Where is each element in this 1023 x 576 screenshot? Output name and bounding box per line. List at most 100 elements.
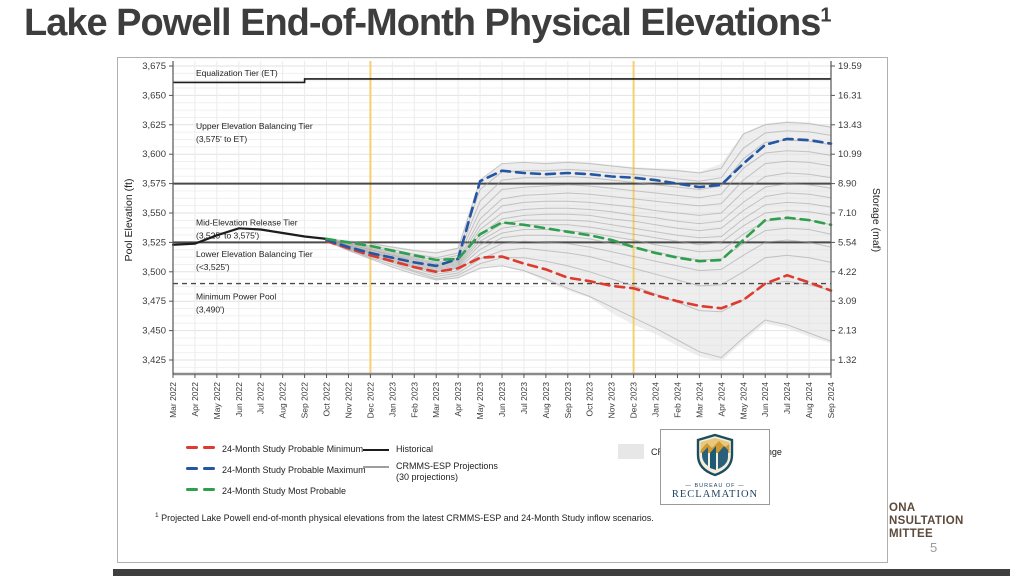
svg-text:3,500: 3,500 <box>142 267 166 278</box>
svg-text:May 2024: May 2024 <box>738 382 748 420</box>
svg-text:3.09: 3.09 <box>838 296 857 307</box>
elevation-chart: 3,675 3,650 3,625 3,600 3,575 3,550 3,525 3,500… <box>123 58 882 420</box>
svg-text:Jan 2024: Jan 2024 <box>651 382 661 417</box>
svg-text:Oct 2023: Oct 2023 <box>585 382 595 417</box>
clipped-line-1: ONA <box>889 502 916 514</box>
svg-text:Mar 2023: Mar 2023 <box>431 382 441 418</box>
svg-text:(<3,525'): (<3,525') <box>196 262 230 272</box>
reclamation-label: RECLAMATION <box>671 489 759 500</box>
svg-text:Dec 2022: Dec 2022 <box>365 382 375 419</box>
svg-text:3,475: 3,475 <box>142 296 166 307</box>
clipped-line-2: NSULTATION <box>889 515 964 527</box>
probable-minimum-swatch <box>186 446 215 449</box>
svg-text:Lower Elevation Balancing Tier: Lower Elevation Balancing Tier <box>196 249 313 259</box>
reclamation-shield-icon <box>696 433 734 477</box>
svg-text:3,450: 3,450 <box>142 326 166 337</box>
bureau-of-label: — BUREAU OF — <box>685 483 745 489</box>
svg-text:10.99: 10.99 <box>838 149 862 160</box>
page-number: 5 <box>930 540 938 555</box>
svg-text:Nov 2022: Nov 2022 <box>343 382 353 419</box>
svg-text:Jun 2024: Jun 2024 <box>760 382 770 417</box>
legend-label: 24-Month Study Probable Minimum <box>222 444 364 454</box>
legend-label: 24-Month Study Most Probable <box>222 486 347 496</box>
esp-projections-count: (30 projections) <box>396 472 459 482</box>
bureau-of-text: BUREAU OF <box>694 483 736 489</box>
tier-labels: Equalization Tier (ET) Upper Elevation Ba… <box>196 68 313 314</box>
esp-range-swatch <box>618 444 644 459</box>
svg-text:5.54: 5.54 <box>838 237 857 248</box>
svg-text:Aug 2023: Aug 2023 <box>541 382 551 419</box>
svg-text:3,625: 3,625 <box>142 120 166 131</box>
consultation-committee-clipped-text: ONA NSULTATION MITTEE <box>889 502 964 541</box>
svg-text:Equalization Tier (ET): Equalization Tier (ET) <box>196 68 278 78</box>
legend-item-probable-maximum: 24-Month Study Probable Maximum <box>186 465 366 475</box>
svg-text:Apr 2022: Apr 2022 <box>190 382 200 417</box>
svg-text:May 2023: May 2023 <box>475 382 485 420</box>
bureau-of-reclamation-logo: — BUREAU OF — RECLAMATION <box>660 429 770 505</box>
svg-text:3,575: 3,575 <box>142 179 166 190</box>
historical-swatch <box>363 449 389 451</box>
footnote-text: Projected Lake Powell end-of-month physi… <box>161 513 654 523</box>
slide-bottom-bar <box>113 569 1010 576</box>
svg-text:Storage (maf): Storage (maf) <box>870 188 882 252</box>
svg-text:Mar 2024: Mar 2024 <box>694 382 704 418</box>
svg-text:Pool Elevation (ft): Pool Elevation (ft) <box>123 179 135 262</box>
legend-label: 24-Month Study Probable Maximum <box>222 465 366 475</box>
svg-text:Feb 2024: Feb 2024 <box>672 382 682 418</box>
svg-text:Upper Elevation Balancing Tier: Upper Elevation Balancing Tier <box>196 121 313 131</box>
svg-text:Aug 2024: Aug 2024 <box>804 382 814 419</box>
title-footnote-marker: 1 <box>820 4 831 27</box>
svg-text:3,550: 3,550 <box>142 208 166 219</box>
svg-text:3,675: 3,675 <box>142 61 166 72</box>
svg-text:Jan 2023: Jan 2023 <box>387 382 397 417</box>
svg-text:Sep 2022: Sep 2022 <box>300 382 310 419</box>
svg-text:1.32: 1.32 <box>838 355 857 366</box>
clipped-line-3: MITTEE <box>889 528 933 540</box>
most-probable-swatch <box>186 488 215 491</box>
svg-text:(3,525' to 3,575'): (3,525' to 3,575') <box>196 230 259 240</box>
svg-text:Jul 2023: Jul 2023 <box>519 382 529 414</box>
series-24-month-study-probable-minimum <box>325 239 833 310</box>
svg-text:8.90: 8.90 <box>838 179 857 190</box>
svg-text:(3,575' to ET): (3,575' to ET) <box>196 134 247 144</box>
svg-text:13.43: 13.43 <box>838 120 862 131</box>
legend-label: CRMMS-ESP Projections (30 projections) <box>396 461 498 483</box>
svg-text:3,525: 3,525 <box>142 237 166 248</box>
footnote-marker: 1 <box>155 512 159 519</box>
svg-text:Jul 2024: Jul 2024 <box>782 382 792 414</box>
svg-text:19.59: 19.59 <box>838 61 862 72</box>
svg-text:4.22: 4.22 <box>838 267 857 278</box>
legend-item-esp-projections: CRMMS-ESP Projections (30 projections) <box>363 461 498 483</box>
svg-text:16.31: 16.31 <box>838 90 862 101</box>
svg-text:Mar 2022: Mar 2022 <box>168 382 178 418</box>
esp-projections-label: CRMMS-ESP Projections <box>396 461 498 471</box>
axis-titles: Pool Elevation (ft) Storage (maf) <box>123 179 882 262</box>
december-marker-lines <box>369 61 635 374</box>
svg-text:Feb 2023: Feb 2023 <box>409 382 419 418</box>
svg-text:(3,490'): (3,490') <box>196 304 225 314</box>
footnote: 1 Projected Lake Powell end-of-month phy… <box>155 512 654 523</box>
svg-text:Jun 2022: Jun 2022 <box>234 382 244 417</box>
series-historical <box>171 227 328 246</box>
legend-label: Historical <box>396 444 434 454</box>
y-axis-left-labels: 3,675 3,650 3,625 3,600 3,575 3,550 3,525 3,500… <box>142 61 173 366</box>
series-24-month-study-probable-maximum <box>325 137 833 268</box>
svg-text:May 2022: May 2022 <box>212 382 222 420</box>
page-title: Lake Powell End-of-Month Physical Elevat… <box>24 2 1014 45</box>
svg-text:Apr 2024: Apr 2024 <box>716 382 726 417</box>
y-axis-right-labels: 19.59 16.31 13.43 10.99 8.90 7.10 5.54 4.22 3.09… <box>831 61 862 366</box>
page-title-text: Lake Powell End-of-Month Physical Elevat… <box>24 2 821 44</box>
probable-maximum-swatch <box>186 467 215 470</box>
chart-panel: 3,675 3,650 3,625 3,600 3,575 3,550 3,525 3,500… <box>117 57 888 563</box>
esp-projections-swatch <box>363 466 389 468</box>
esp-projections-range <box>326 121 831 362</box>
svg-text:Dec 2023: Dec 2023 <box>629 382 639 419</box>
svg-text:Oct 2022: Oct 2022 <box>322 382 332 417</box>
svg-text:3,600: 3,600 <box>142 149 166 160</box>
svg-text:Nov 2023: Nov 2023 <box>607 382 617 419</box>
svg-text:2.13: 2.13 <box>838 326 857 337</box>
svg-text:3,425: 3,425 <box>142 355 166 366</box>
svg-text:Jun 2023: Jun 2023 <box>497 382 507 417</box>
svg-text:Minimum Power Pool: Minimum Power Pool <box>196 291 276 301</box>
svg-text:3,650: 3,650 <box>142 90 166 101</box>
